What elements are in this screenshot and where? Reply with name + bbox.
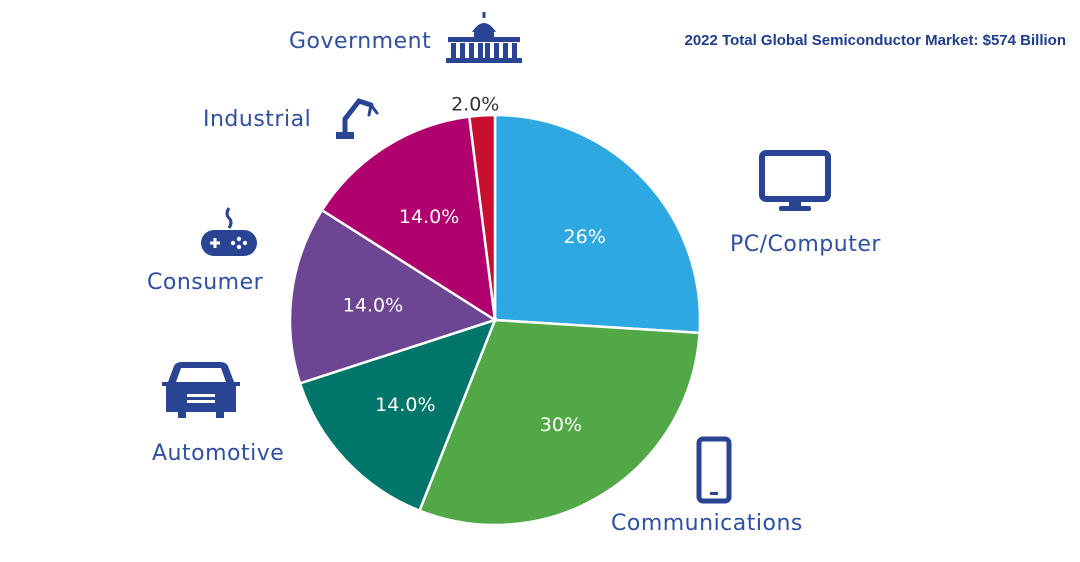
pie-slice-consumer <box>288 208 498 385</box>
gamepad-icon <box>201 207 257 256</box>
pie-slice-industrial <box>320 115 497 323</box>
monitor-icon <box>759 150 831 211</box>
category-label-consumer: Consumer <box>147 270 264 295</box>
data-label-government: 2.0% <box>451 93 499 115</box>
data-label-automotive: 14.0% <box>375 394 435 416</box>
data-label-communications: 30% <box>540 414 582 436</box>
chart-title: 2022 Total Global Semiconductor Market: … <box>684 32 1067 49</box>
category-label-industrial: Industrial <box>203 107 312 132</box>
pie-slice-communications <box>417 318 701 527</box>
robot-arm-icon <box>336 98 379 139</box>
data-label-consumer: 14.0% <box>343 295 403 317</box>
capitol-building-icon <box>446 12 522 63</box>
category-label-automotive: Automotive <box>152 441 285 466</box>
category-label-communications: Communications <box>611 511 803 536</box>
category-label-pc-computer: PC/Computer <box>730 232 881 257</box>
pie-slice-government <box>467 113 497 321</box>
data-label-pc-computer: 26% <box>564 226 606 248</box>
category-label-government: Government <box>289 29 432 54</box>
pie-slice-pc-computer <box>493 113 702 335</box>
smartphone-icon <box>696 436 732 504</box>
car-icon <box>162 362 240 418</box>
data-label-industrial: 14.0% <box>399 206 459 228</box>
